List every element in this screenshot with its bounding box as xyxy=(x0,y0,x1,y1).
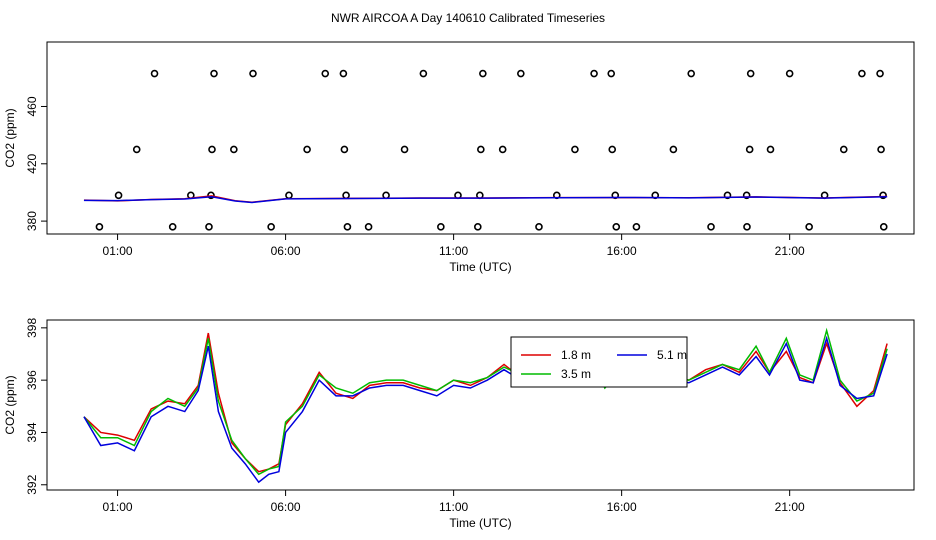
data-point xyxy=(437,223,445,231)
data-point xyxy=(877,145,885,154)
data-point xyxy=(723,191,732,200)
data-point xyxy=(839,145,848,154)
data-point xyxy=(400,145,409,154)
y-axis-title: CO2 (ppm) xyxy=(3,375,17,434)
data-point xyxy=(285,191,293,200)
data-point xyxy=(517,69,525,78)
data-point xyxy=(267,223,275,231)
data-point xyxy=(858,69,866,78)
data-point xyxy=(208,145,216,154)
data-point xyxy=(339,69,348,78)
data-point xyxy=(207,191,215,200)
data-point xyxy=(382,191,390,200)
y-tick-label: 398 xyxy=(25,318,39,338)
data-point xyxy=(230,145,238,154)
data-point xyxy=(707,223,715,231)
data-point xyxy=(477,145,485,154)
data-point xyxy=(590,69,598,78)
y-tick-label: 420 xyxy=(25,153,39,173)
data-point xyxy=(607,69,616,78)
y-tick-label: 394 xyxy=(25,422,39,442)
data-point xyxy=(879,223,888,231)
data-point xyxy=(342,191,350,200)
data-point xyxy=(343,223,352,231)
y-axis-title: CO2 (ppm) xyxy=(3,108,17,167)
series-line xyxy=(83,327,888,476)
page-title: NWR AIRCOA A Day 140610 Calibrated Times… xyxy=(331,11,605,25)
x-tick-label: 21:00 xyxy=(775,500,805,514)
data-point xyxy=(805,223,813,231)
data-point xyxy=(340,145,349,154)
data-point xyxy=(364,223,373,231)
series-line xyxy=(83,335,888,484)
data-point xyxy=(419,69,428,78)
data-point xyxy=(303,145,311,154)
x-tick-label: 11:00 xyxy=(439,500,468,514)
data-point xyxy=(608,145,617,154)
legend-label: 3.5 m xyxy=(561,367,591,381)
x-tick-label: 11:00 xyxy=(439,244,468,258)
legend-label: 1.8 m xyxy=(561,348,591,362)
data-point xyxy=(571,145,579,154)
x-tick-label: 01:00 xyxy=(103,500,133,514)
data-point xyxy=(766,145,775,154)
legend-box xyxy=(510,336,688,388)
data-point xyxy=(205,223,213,231)
data-point xyxy=(150,69,159,78)
x-tick-label: 16:00 xyxy=(607,500,637,514)
data-point xyxy=(168,223,177,231)
x-tick-label: 21:00 xyxy=(775,244,805,258)
y-tick-label: 396 xyxy=(25,370,39,390)
data-point xyxy=(132,145,141,154)
data-point xyxy=(879,191,887,200)
data-point xyxy=(95,223,104,231)
x-tick-label: 06:00 xyxy=(271,500,301,514)
data-point xyxy=(321,69,330,78)
data-point xyxy=(743,223,751,231)
plot-frame xyxy=(46,319,915,491)
data-point xyxy=(632,223,641,231)
data-point xyxy=(612,223,621,231)
data-point xyxy=(474,223,482,231)
data-point xyxy=(746,69,755,78)
data-point xyxy=(742,191,751,200)
data-point xyxy=(785,69,794,78)
x-axis-title: Time (UTC) xyxy=(449,516,511,530)
series-line xyxy=(83,195,888,204)
series-line xyxy=(83,332,888,473)
y-tick-label: 392 xyxy=(25,474,39,494)
data-point xyxy=(114,191,123,200)
data-point xyxy=(669,145,678,154)
data-point xyxy=(249,69,257,78)
x-tick-label: 06:00 xyxy=(271,244,301,258)
y-tick-label: 380 xyxy=(25,211,39,231)
data-point xyxy=(210,69,218,78)
data-point xyxy=(535,223,543,231)
data-point xyxy=(876,69,884,78)
x-tick-label: 16:00 xyxy=(607,244,637,258)
y-tick-label: 460 xyxy=(25,96,39,116)
data-point xyxy=(745,145,754,154)
x-axis-title: Time (UTC) xyxy=(449,260,511,274)
legend-label: 5.1 m xyxy=(657,348,687,362)
data-point xyxy=(479,69,487,78)
x-tick-label: 01:00 xyxy=(103,244,133,258)
data-point xyxy=(687,69,696,78)
data-point xyxy=(498,145,507,154)
